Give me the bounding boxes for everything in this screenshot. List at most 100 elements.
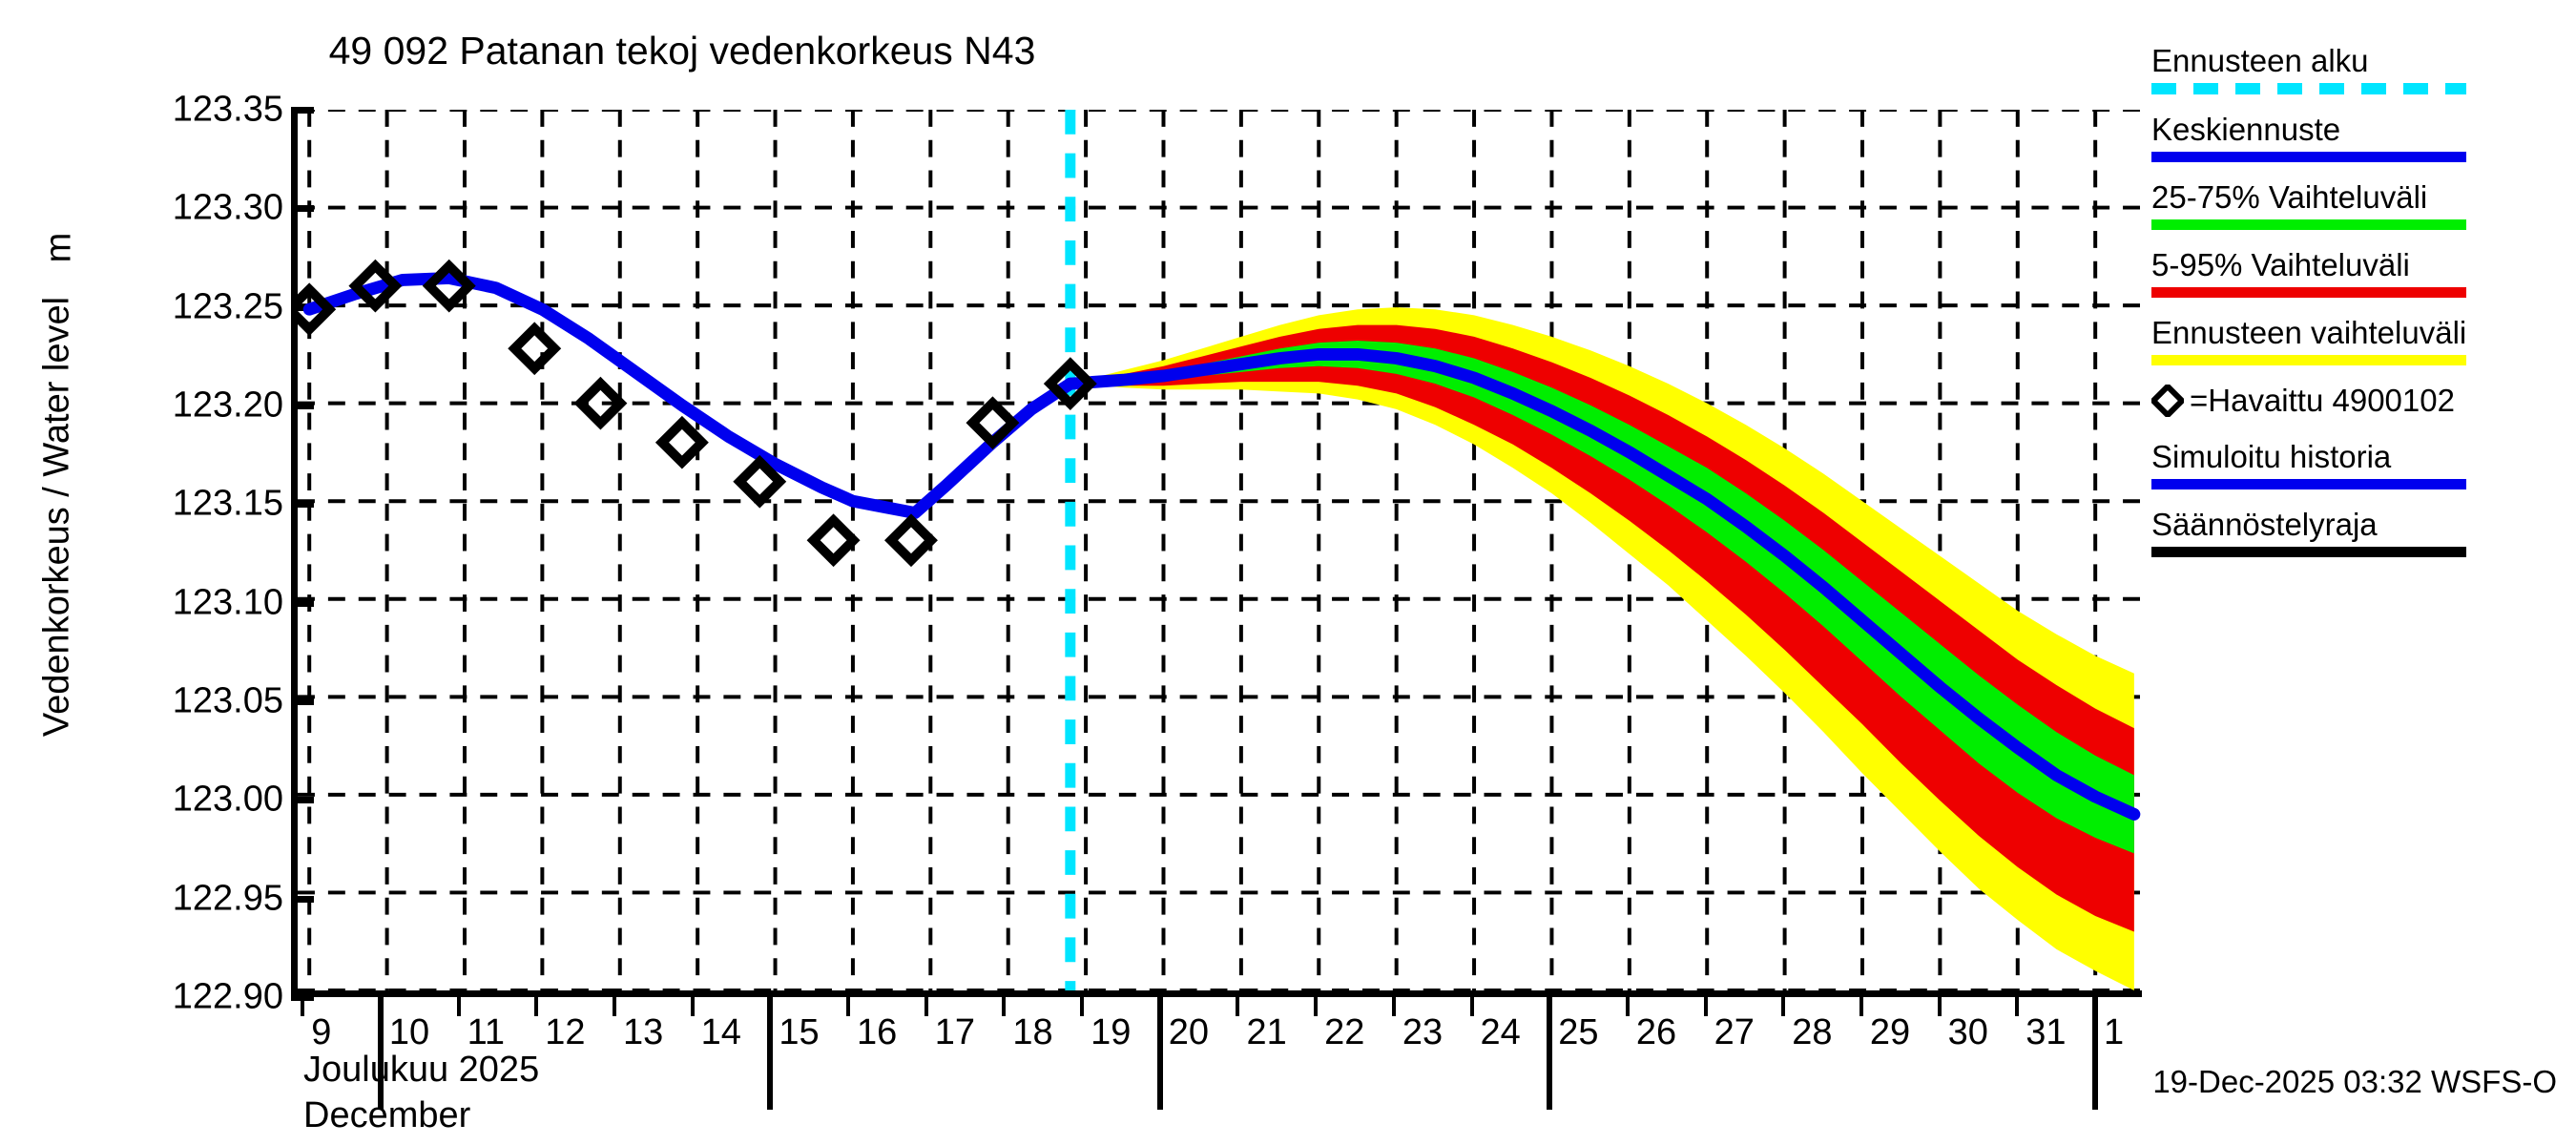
x-tick-label: 1 bbox=[2103, 1012, 2125, 1052]
legend-item[interactable]: =Havaittu 4900102 bbox=[2151, 383, 2571, 420]
data-series bbox=[298, 110, 2141, 990]
x-axis-month-fi: Joulukuu 2025 bbox=[303, 1050, 540, 1090]
x-tick-label: 17 bbox=[934, 1012, 975, 1052]
x-tick-mark-major bbox=[2091, 997, 2098, 1110]
legend-label: 5-95% Vaihteluväli bbox=[2151, 246, 2410, 282]
legend-label: Säännöstelyraja bbox=[2151, 506, 2378, 542]
y-tick-label: 122.95 bbox=[172, 878, 283, 919]
x-tick-mark-major bbox=[377, 997, 384, 1110]
x-tick-label: 21 bbox=[1246, 1012, 1287, 1052]
x-tick-mark bbox=[1625, 997, 1630, 1016]
x-tick-label: 11 bbox=[467, 1012, 506, 1052]
x-tick-label: 13 bbox=[622, 1012, 664, 1052]
y-tick-label: 123.25 bbox=[172, 286, 283, 327]
y-tick-label: 123.15 bbox=[172, 483, 283, 524]
x-tick-mark bbox=[612, 997, 616, 1016]
y-tick-label: 123.05 bbox=[172, 680, 283, 721]
legend-swatch bbox=[2151, 286, 2466, 298]
chart-title: 49 092 Patanan tekoj vedenkorkeus N43 bbox=[328, 29, 1036, 73]
x-tick-mark bbox=[1391, 997, 1396, 1016]
plot-inner bbox=[298, 110, 2142, 990]
x-tick-mark bbox=[924, 997, 928, 1016]
y-tick-mark bbox=[291, 895, 314, 903]
legend-item[interactable]: Ennusteen vaihteluväli bbox=[2151, 315, 2571, 365]
x-tick-label: 9 bbox=[311, 1012, 332, 1052]
legend-item[interactable]: Säännöstelyraja bbox=[2151, 507, 2571, 557]
x-tick-label: 10 bbox=[388, 1012, 430, 1052]
x-tick-mark-major bbox=[1156, 997, 1163, 1110]
x-tick-mark bbox=[2015, 997, 2020, 1016]
legend-label: =Havaittu 4900102 bbox=[2190, 382, 2455, 418]
x-tick-mark bbox=[1236, 997, 1240, 1016]
y-tick-label: 123.10 bbox=[172, 582, 283, 623]
y-tick-label: 123.35 bbox=[172, 89, 283, 130]
y-tick-labels: 122.90 122.95 123.00 123.05 123.10 123.15 123.… bbox=[0, 90, 283, 1017]
legend-swatch bbox=[2151, 151, 2466, 162]
legend-item[interactable]: 5-95% Vaihteluväli bbox=[2151, 247, 2571, 298]
x-tick-mark bbox=[456, 997, 461, 1016]
legend-label: Simuloitu historia bbox=[2151, 438, 2392, 474]
x-tick-mark bbox=[1703, 997, 1708, 1016]
legend-item[interactable]: 25-75% Vaihteluväli bbox=[2151, 179, 2571, 230]
y-tick-label: 123.30 bbox=[172, 187, 283, 228]
x-tick-label: 12 bbox=[545, 1012, 586, 1052]
x-tick-mark bbox=[1781, 997, 1786, 1016]
legend-swatch bbox=[2151, 478, 2466, 489]
legend-swatch bbox=[2151, 354, 2466, 365]
y-tick-mark bbox=[291, 303, 314, 311]
y-tick-label: 122.90 bbox=[172, 976, 283, 1017]
chart-legend: Ennusteen alku Keskiennuste 25-75% Vaihtel… bbox=[2151, 43, 2571, 574]
x-tick-mark bbox=[1002, 997, 1007, 1016]
legend-label: 25-75% Vaihteluväli bbox=[2151, 178, 2428, 215]
legend-swatch bbox=[2151, 546, 2466, 557]
x-tick-label: 16 bbox=[857, 1012, 898, 1052]
x-tick-label: 26 bbox=[1635, 1012, 1677, 1052]
x-tick-mark bbox=[1859, 997, 1863, 1016]
legend-label: Ennusteen vaihteluväli bbox=[2151, 314, 2467, 350]
y-tick-label: 123.00 bbox=[172, 779, 283, 820]
x-tick-label: 28 bbox=[1792, 1012, 1833, 1052]
legend-label: Keskiennuste bbox=[2151, 111, 2341, 147]
legend-item[interactable]: Keskiennuste bbox=[2151, 112, 2571, 162]
y-tick-mark bbox=[291, 501, 314, 509]
legend-swatch bbox=[2151, 82, 2466, 94]
x-tick-mark bbox=[1937, 997, 1942, 1016]
y-tick-mark bbox=[291, 698, 314, 705]
legend-item[interactable]: Ennusteen alku bbox=[2151, 43, 2571, 94]
x-axis-month-en: December bbox=[303, 1095, 471, 1135]
x-tick-mark bbox=[1469, 997, 1474, 1016]
y-tick-mark bbox=[291, 797, 314, 804]
x-tick-label: 22 bbox=[1324, 1012, 1365, 1052]
legend-swatch bbox=[2151, 219, 2466, 230]
y-tick-mark bbox=[291, 403, 314, 409]
x-tick-label: 30 bbox=[1947, 1012, 1988, 1052]
x-tick-label: 29 bbox=[1869, 1012, 1911, 1052]
x-tick-label: 25 bbox=[1558, 1012, 1599, 1052]
x-tick-mark bbox=[534, 997, 539, 1016]
x-tick-label: 18 bbox=[1012, 1012, 1053, 1052]
x-tick-mark bbox=[1080, 997, 1085, 1016]
y-tick-label: 123.20 bbox=[172, 385, 283, 426]
x-tick-mark bbox=[846, 997, 851, 1016]
x-tick-label: 20 bbox=[1168, 1012, 1210, 1052]
legend-label: Ennusteen alku bbox=[2151, 43, 2369, 78]
x-tick-mark bbox=[690, 997, 695, 1016]
x-tick-label: 24 bbox=[1480, 1012, 1521, 1052]
x-tick-label: 14 bbox=[700, 1012, 741, 1052]
x-tick-labels: 9 10 11 12 13 14 15 16 17 18 19 20 21 22 23 24 25 26 27 28 2… bbox=[291, 997, 2142, 1112]
x-tick-mark-major bbox=[1547, 997, 1553, 1110]
x-tick-mark bbox=[1314, 997, 1319, 1016]
x-tick-label: 31 bbox=[2025, 1012, 2067, 1052]
x-tick-mark-major bbox=[767, 997, 774, 1110]
x-tick-mark bbox=[301, 997, 305, 1016]
timestamp-label: 19-Dec-2025 03:32 WSFS-O bbox=[2152, 1064, 2557, 1099]
x-tick-label: 23 bbox=[1402, 1012, 1444, 1052]
y-tick-mark bbox=[291, 599, 314, 607]
x-tick-label: 27 bbox=[1714, 1012, 1755, 1052]
legend-item[interactable]: Simuloitu historia bbox=[2151, 439, 2571, 489]
x-tick-label: 15 bbox=[779, 1012, 820, 1052]
diamond-marker-icon bbox=[2151, 385, 2184, 418]
x-tick-label: 19 bbox=[1091, 1012, 1132, 1052]
plot-area bbox=[291, 110, 2142, 997]
